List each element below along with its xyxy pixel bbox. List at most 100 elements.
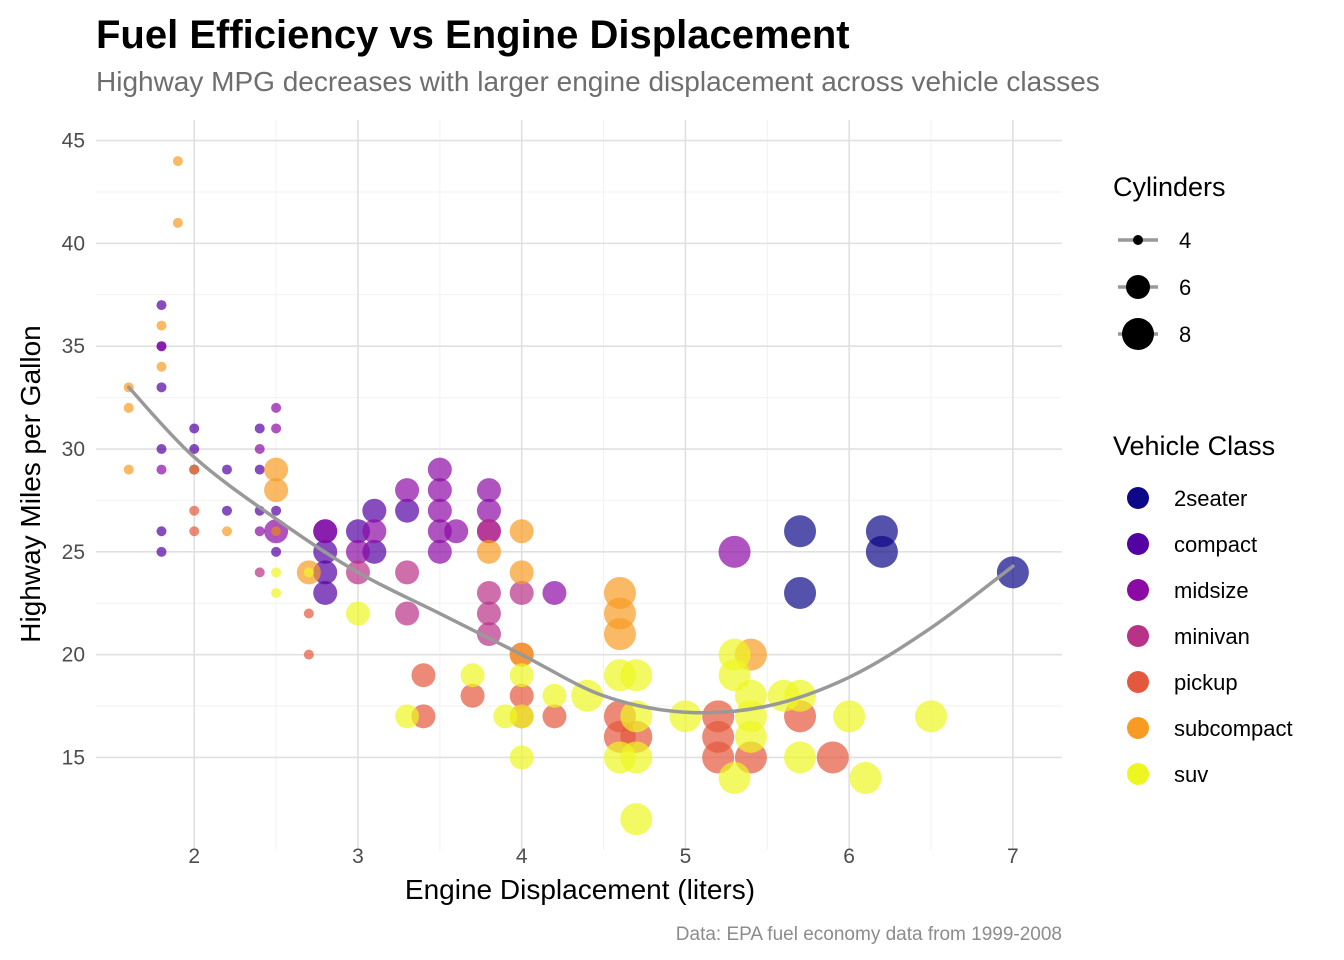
point-suv: [833, 700, 866, 733]
point-minivan: [395, 560, 420, 585]
point-subcompact: [156, 320, 167, 331]
point-2seater: [865, 535, 898, 568]
color-legend-key-suv: [1127, 763, 1149, 785]
color-legend-key-midsize: [1127, 579, 1149, 601]
point-midsize: [427, 457, 452, 482]
size-legend: 4 6 8: [1118, 228, 1191, 350]
point-pickup: [189, 526, 200, 537]
y-tick-label: 45: [62, 130, 85, 153]
color-legend-key-compact: [1127, 533, 1149, 555]
point-subcompact: [476, 539, 501, 564]
point-compact: [362, 498, 387, 523]
point-compact: [271, 546, 282, 557]
point-subcompact: [271, 526, 282, 537]
point-minivan: [476, 601, 501, 626]
point-subcompact: [172, 156, 183, 167]
point-pickup: [303, 608, 314, 619]
y-tick-label: 15: [62, 746, 85, 769]
point-subcompact: [509, 560, 534, 585]
point-compact: [156, 526, 167, 537]
point-compact: [254, 464, 265, 475]
point-compact: [271, 505, 282, 516]
point-midsize: [156, 464, 167, 475]
point-minivan: [476, 519, 501, 544]
point-suv: [849, 762, 882, 795]
point-suv: [395, 704, 420, 729]
y-tick-label: 30: [62, 438, 85, 461]
color-legend-label: midsize: [1174, 578, 1249, 603]
point-minivan: [395, 601, 420, 626]
size-legend-label: 8: [1179, 322, 1191, 347]
point-midsize: [254, 526, 265, 537]
color-legend-key-pickup: [1127, 671, 1149, 693]
point-midsize: [427, 498, 452, 523]
point-subcompact: [603, 618, 636, 651]
size-legend-key-4: [1133, 235, 1143, 245]
point-suv: [271, 587, 282, 598]
color-legend-key-2seater: [1127, 487, 1149, 509]
point-pickup: [816, 741, 849, 774]
chart-title: Fuel Efficiency vs Engine Displacement: [96, 13, 850, 57]
point-pickup: [303, 649, 314, 660]
point-compact: [156, 444, 167, 455]
data-points: [123, 156, 1029, 836]
point-midsize: [476, 478, 501, 503]
point-suv: [784, 741, 817, 774]
x-tick-label: 6: [843, 845, 855, 868]
color-legend-key-minivan: [1127, 625, 1149, 647]
point-suv: [460, 663, 485, 688]
color-legend-label: compact: [1174, 532, 1257, 557]
point-midsize: [362, 519, 387, 544]
y-tick-label: 35: [62, 335, 85, 358]
point-subcompact: [156, 361, 167, 372]
point-compact: [395, 498, 420, 523]
point-pickup: [542, 704, 567, 729]
point-midsize: [395, 478, 420, 503]
point-suv: [620, 659, 653, 692]
point-subcompact: [509, 519, 534, 544]
point-midsize: [427, 539, 452, 564]
point-midsize: [313, 519, 338, 544]
x-tick-label: 3: [352, 845, 364, 868]
color-legend-label: minivan: [1174, 624, 1250, 649]
point-subcompact: [264, 457, 289, 482]
size-legend-key-8: [1122, 318, 1154, 350]
point-midsize: [254, 444, 265, 455]
y-tick-label: 40: [62, 232, 85, 255]
point-suv: [669, 700, 702, 733]
color-legend-label: pickup: [1174, 670, 1238, 695]
color-legend-key-subcompact: [1127, 717, 1149, 739]
point-suv: [509, 704, 534, 729]
point-midsize: [427, 478, 452, 503]
point-subcompact: [189, 464, 200, 475]
x-axis-ticks: 2 3 4 5 6 7: [188, 845, 1018, 868]
y-axis-ticks: 15 20 25 30 35 40 45: [62, 130, 85, 770]
point-pickup: [189, 505, 200, 516]
x-tick-label: 5: [680, 845, 692, 868]
point-subcompact: [123, 464, 134, 475]
x-axis-title: Engine Displacement (liters): [405, 874, 755, 905]
point-minivan: [476, 580, 501, 605]
grid-lines: [96, 120, 1062, 850]
trend-line-group: [126, 385, 1015, 715]
x-tick-label: 7: [1007, 845, 1019, 868]
point-compact: [156, 546, 167, 557]
point-compact: [221, 505, 232, 516]
point-midsize: [271, 423, 282, 434]
point-midsize: [476, 498, 501, 523]
point-compact: [254, 423, 265, 434]
point-compact: [189, 444, 200, 455]
point-minivan: [254, 567, 265, 578]
point-2seater: [784, 576, 817, 609]
point-suv: [718, 762, 751, 795]
point-2seater: [784, 515, 817, 548]
color-legend-label: suv: [1174, 762, 1208, 787]
y-axis-title: Highway Miles per Gallon: [15, 325, 46, 642]
point-suv: [542, 683, 567, 708]
size-legend-key-6: [1126, 275, 1150, 299]
point-suv: [620, 741, 653, 774]
point-suv: [509, 663, 534, 688]
point-midsize: [444, 519, 469, 544]
point-midsize: [271, 402, 282, 413]
